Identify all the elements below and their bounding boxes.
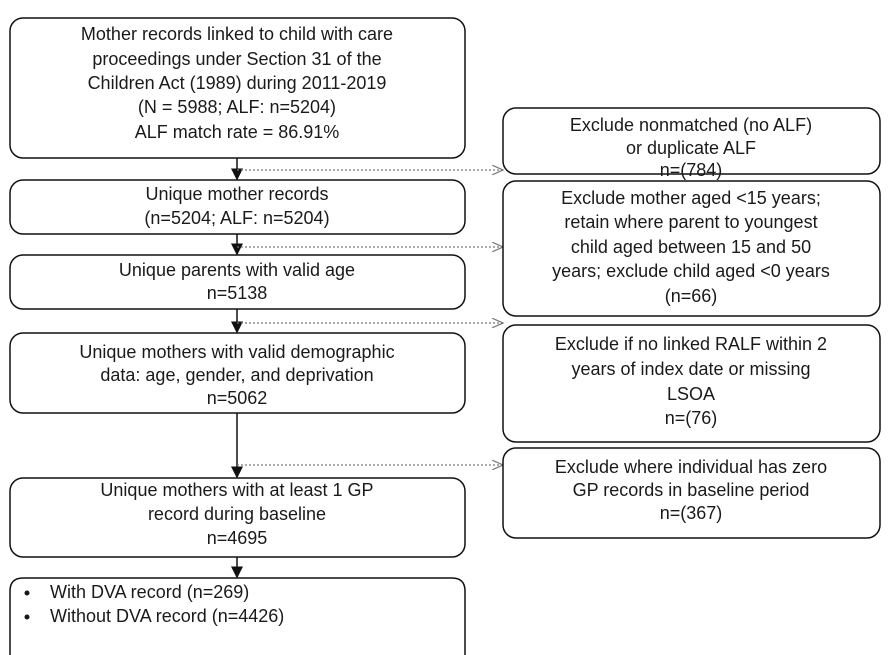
exclusion-text: GP records in baseline period bbox=[573, 480, 810, 500]
exclusion-text: child aged between 15 and 50 bbox=[571, 237, 811, 257]
step-box bbox=[9, 477, 466, 558]
step-text: n=5138 bbox=[207, 283, 268, 303]
exclusion-text: n=(367) bbox=[660, 503, 723, 523]
exclusion-text: n=(76) bbox=[665, 408, 718, 428]
bullet bbox=[24, 590, 30, 596]
exclusion-text: retain where parent to youngest bbox=[564, 212, 817, 232]
step-box bbox=[9, 179, 466, 235]
exclusion-box bbox=[502, 324, 881, 443]
step-text: Mother records linked to child with care bbox=[81, 24, 393, 44]
step-text: Children Act (1989) during 2011-2019 bbox=[88, 73, 387, 93]
final-box bbox=[9, 577, 466, 655]
step-text: ALF match rate = 86.91% bbox=[135, 122, 340, 142]
exclusion-text: Exclude nonmatched (no ALF) bbox=[570, 115, 812, 135]
bullet bbox=[24, 614, 30, 620]
exclusion-text: LSOA bbox=[667, 384, 715, 404]
step-text: n=5062 bbox=[207, 388, 268, 408]
exclusion-box bbox=[502, 447, 881, 539]
bullet-text: Without DVA record (n=4426) bbox=[50, 606, 284, 626]
step-box bbox=[9, 17, 466, 159]
step-text: Unique mother records bbox=[145, 184, 328, 204]
exclusion-box bbox=[502, 107, 881, 175]
exclusion-text: or duplicate ALF bbox=[626, 138, 756, 158]
step-text: proceedings under Section 31 of the bbox=[92, 49, 381, 69]
step-text: record during baseline bbox=[148, 504, 326, 524]
step-text: Unique parents with valid age bbox=[119, 260, 355, 280]
exclusion-box bbox=[502, 180, 881, 317]
step-text: data: age, gender, and deprivation bbox=[100, 365, 373, 385]
exclusion-text: Exclude where individual has zero bbox=[555, 457, 827, 477]
step-text: Unique mothers with at least 1 GP bbox=[100, 480, 373, 500]
step-text: (N = 5988; ALF: n=5204) bbox=[138, 97, 336, 117]
step-text: (n=5204; ALF: n=5204) bbox=[144, 208, 329, 228]
step-text: n=4695 bbox=[207, 528, 268, 548]
step-box bbox=[9, 254, 466, 310]
step-box bbox=[9, 332, 466, 414]
step-text: Unique mothers with valid demographic bbox=[79, 342, 394, 362]
exclusion-text: years; exclude child aged <0 years bbox=[552, 261, 830, 281]
exclusion-text: (n=66) bbox=[665, 286, 718, 306]
exclusion-text: years of index date or missing bbox=[571, 359, 810, 379]
bullet-text: With DVA record (n=269) bbox=[50, 582, 249, 602]
exclusion-text: Exclude if no linked RALF within 2 bbox=[555, 334, 827, 354]
exclusion-text: Exclude mother aged <15 years; bbox=[561, 188, 821, 208]
exclusion-text: n=(784) bbox=[660, 160, 723, 180]
